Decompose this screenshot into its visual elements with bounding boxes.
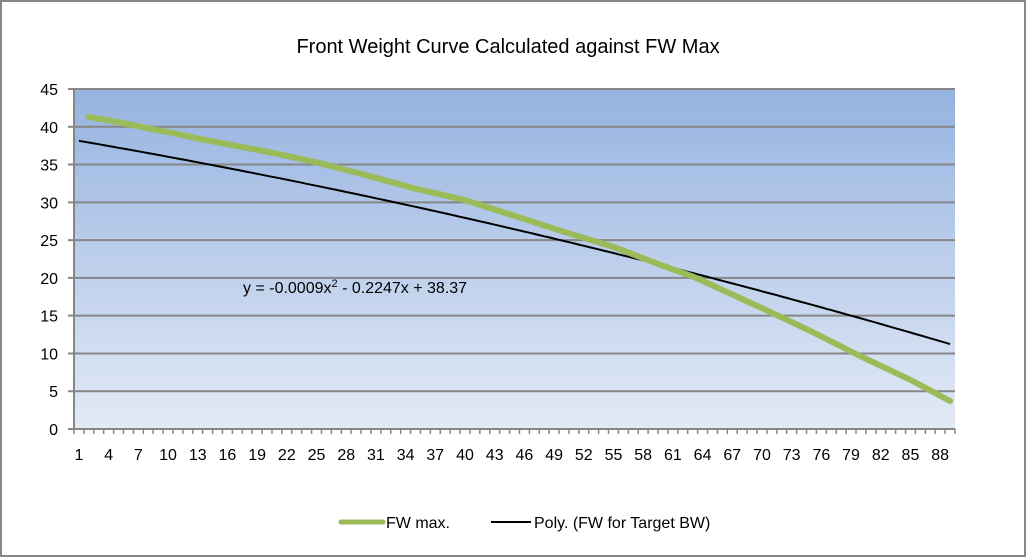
x-tick-label: 40 <box>456 447 474 464</box>
y-tick-label: 35 <box>40 158 58 175</box>
x-tick-label: 70 <box>753 447 771 464</box>
equation-superscript: 2 <box>332 278 338 290</box>
y-tick-label: 10 <box>40 346 58 363</box>
equation-suffix: - 0.2247x + 38.37 <box>338 280 468 297</box>
x-tick-label: 85 <box>902 447 920 464</box>
x-tick-label: 28 <box>337 447 355 464</box>
x-tick-label: 82 <box>872 447 890 464</box>
x-tick-label: 52 <box>575 447 593 464</box>
y-axis: 0 5 10 15 20 25 30 35 40 45 <box>40 82 75 439</box>
equation-prefix: y = -0.0009x <box>243 280 332 297</box>
x-tick-label: 37 <box>426 447 444 464</box>
y-tick-label: 25 <box>40 233 58 250</box>
x-tick-label: 31 <box>367 447 385 464</box>
chart-title: Front Weight Curve Calculated against FW… <box>296 36 719 58</box>
y-tick-label: 45 <box>40 82 58 99</box>
x-tick-label: 49 <box>545 447 563 464</box>
x-tick-label: 67 <box>723 447 741 464</box>
legend: FW max. Poly. (FW for Target BW) <box>338 515 710 532</box>
x-tick-label: 43 <box>486 447 504 464</box>
x-tick-label: 58 <box>634 447 652 464</box>
x-tick-label: 1 <box>74 447 83 464</box>
x-tick-label: 4 <box>104 447 113 464</box>
y-tick-label: 30 <box>40 195 58 212</box>
trendline-equation: y = -0.0009x2 - 0.2247x + 38.37 <box>243 278 467 297</box>
series-line-poly-trendline <box>78 139 951 346</box>
x-tick-label: 13 <box>189 447 207 464</box>
y-tick-label: 0 <box>49 422 58 439</box>
x-tick-label: 73 <box>783 447 801 464</box>
y-tick-label: 5 <box>49 384 58 401</box>
x-tick-label: 22 <box>278 447 296 464</box>
x-tick-label: 25 <box>308 447 326 464</box>
x-tick-label: 19 <box>248 447 266 464</box>
x-tick-label: 7 <box>134 447 143 464</box>
x-tick-label: 61 <box>664 447 682 464</box>
x-tick-label: 55 <box>605 447 623 464</box>
x-tick-label: 34 <box>397 447 415 464</box>
gridlines <box>68 88 955 430</box>
series-layer <box>78 114 954 404</box>
x-tick-label: 79 <box>842 447 860 464</box>
x-tick-label: 10 <box>159 447 177 464</box>
y-tick-label: 40 <box>40 120 58 137</box>
legend-label-fw-max: FW max. <box>386 515 450 532</box>
y-tick-label: 20 <box>40 271 58 288</box>
x-axis: 1 4 7 10 13 16 19 22 25 28 31 34 37 40 43 46 49 52 55 58 61 6… <box>73 428 956 464</box>
x-tick-label: 64 <box>694 447 712 464</box>
x-tick-label: 76 <box>812 447 830 464</box>
x-tick-label: 46 <box>516 447 534 464</box>
x-tick-label: 16 <box>219 447 237 464</box>
y-tick-label: 15 <box>40 309 58 326</box>
x-tick-label: 88 <box>931 447 949 464</box>
legend-label-poly: Poly. (FW for Target BW) <box>534 515 710 532</box>
